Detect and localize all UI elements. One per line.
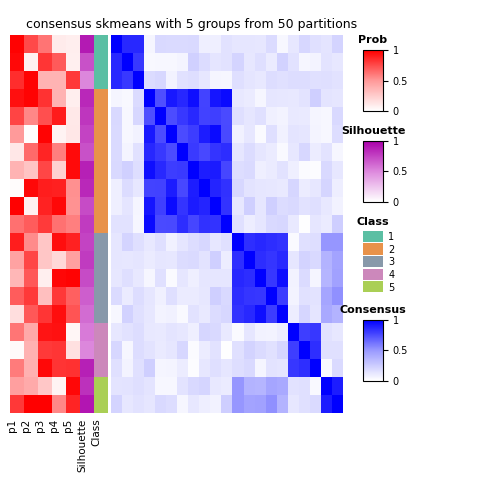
Text: 4: 4 xyxy=(388,270,394,280)
Text: Prob: Prob xyxy=(358,35,388,45)
Text: Class: Class xyxy=(357,217,389,227)
Text: p3: p3 xyxy=(35,418,45,431)
Text: Silhouette: Silhouette xyxy=(341,126,405,136)
Text: 1: 1 xyxy=(388,232,394,242)
Text: Class: Class xyxy=(91,418,101,446)
Text: p5: p5 xyxy=(64,418,73,431)
Text: Silhouette: Silhouette xyxy=(77,418,87,472)
Text: 2: 2 xyxy=(388,245,394,255)
Text: Consensus: Consensus xyxy=(340,305,406,315)
Text: 5: 5 xyxy=(388,283,394,292)
Text: p1: p1 xyxy=(7,418,17,431)
Text: p2: p2 xyxy=(21,418,31,431)
Text: p4: p4 xyxy=(49,418,59,431)
Text: 3: 3 xyxy=(388,258,394,267)
Text: consensus skmeans with 5 groups from 50 partitions: consensus skmeans with 5 groups from 50 … xyxy=(26,18,357,31)
